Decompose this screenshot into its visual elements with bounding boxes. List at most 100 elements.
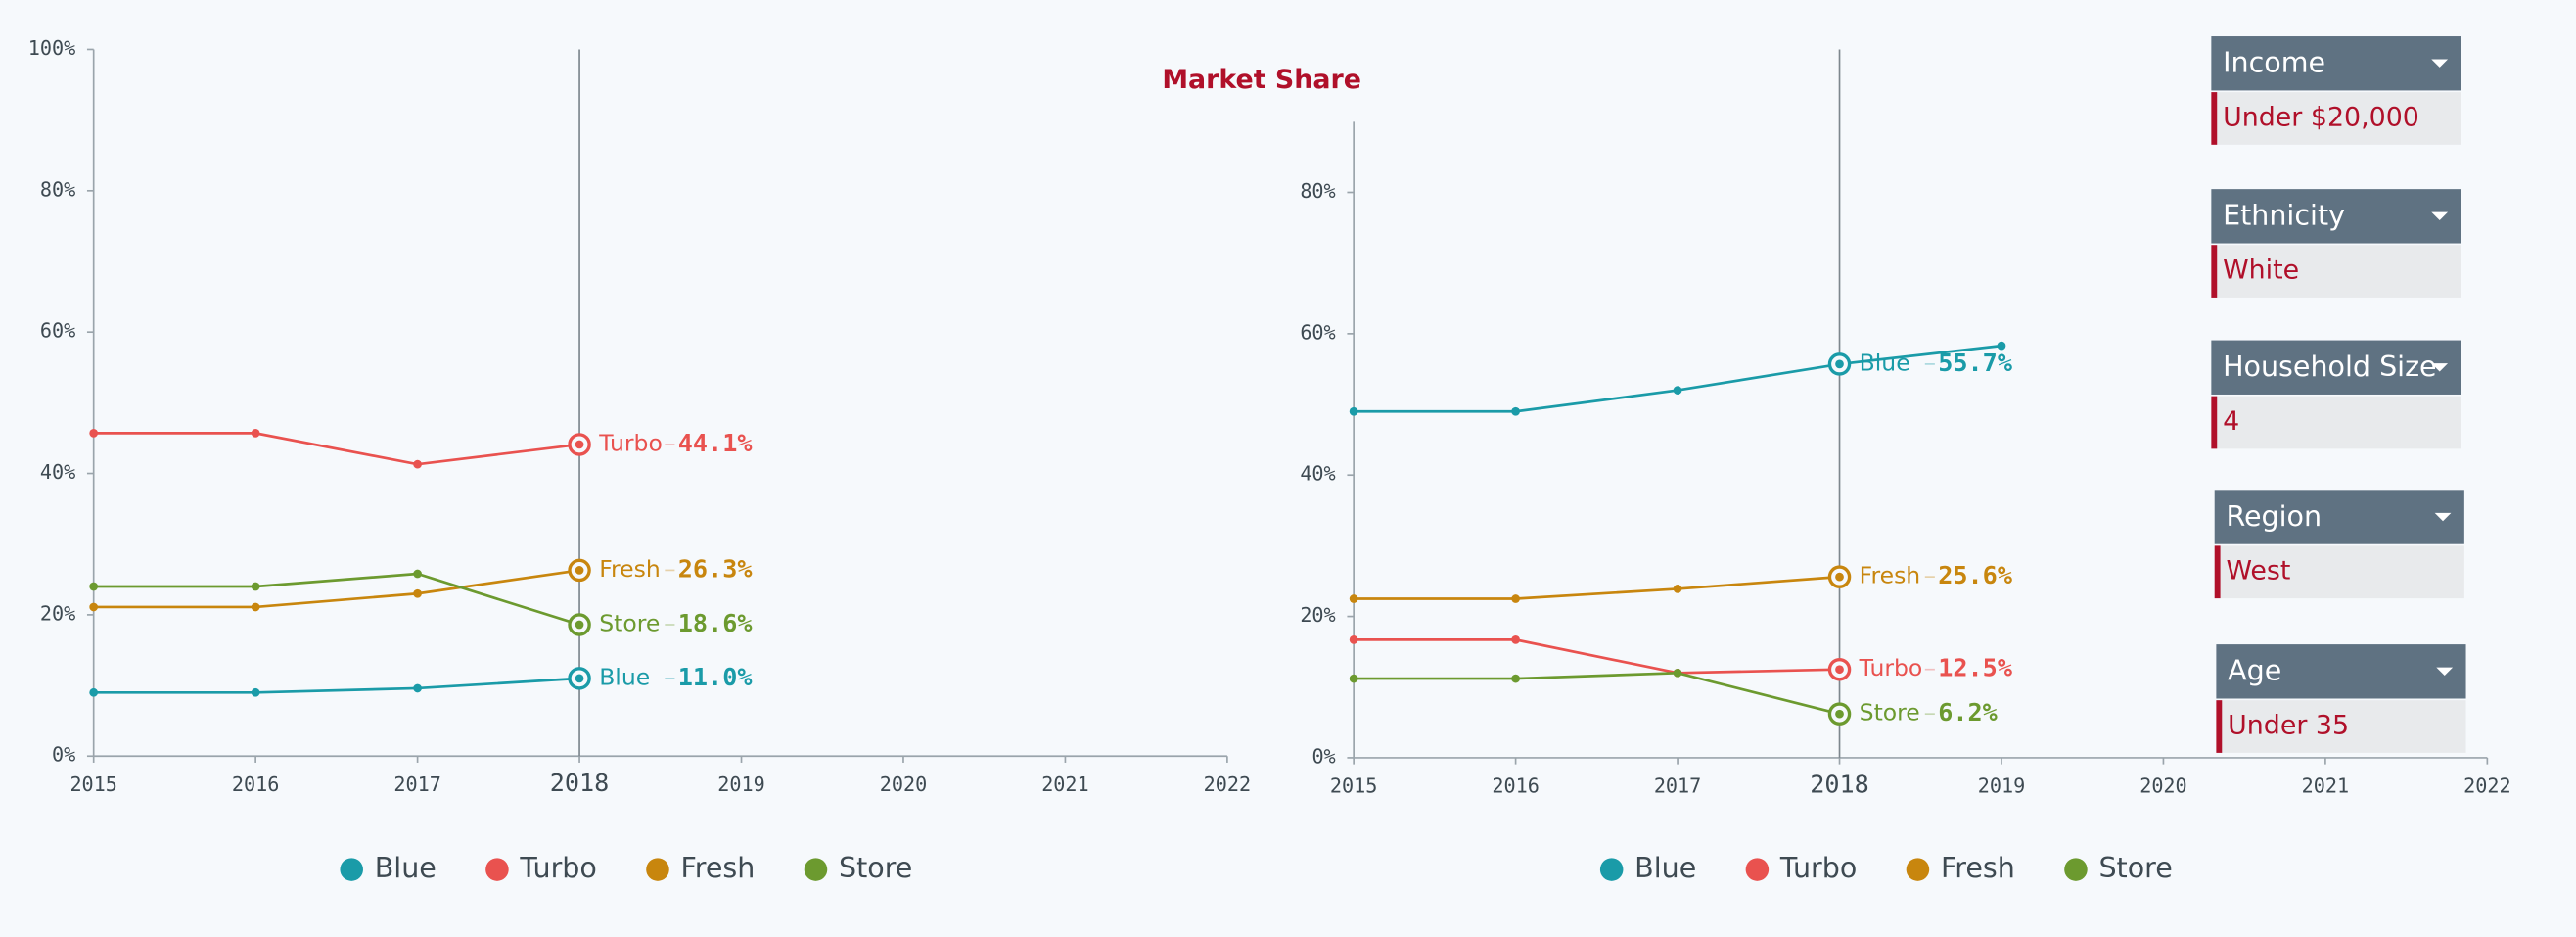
data-point <box>1511 674 1520 683</box>
series-line <box>93 432 580 466</box>
dropdown-value[interactable]: White <box>2223 256 2299 286</box>
data-point <box>1349 594 1358 603</box>
data-point <box>1835 665 1844 675</box>
x-tick-label: 2018 <box>550 769 610 797</box>
data-point <box>1673 386 1682 395</box>
data-point <box>251 582 260 591</box>
x-tick-label: 2019 <box>1978 774 2025 798</box>
data-point <box>1511 594 1520 603</box>
x-tick-label: 2016 <box>232 773 279 796</box>
dropdown-header[interactable] <box>2211 189 2461 244</box>
data-point <box>89 582 99 591</box>
series-name-label: Blue <box>599 663 650 690</box>
series-name-label: Turbo <box>1859 654 1923 681</box>
dropdown-value-box[interactable] <box>2216 700 2466 753</box>
dropdown-label[interactable]: Household Size <box>2223 351 2437 383</box>
dropdown-arrow[interactable] <box>2434 512 2452 522</box>
legend-swatch <box>485 858 509 881</box>
legend-swatch <box>1906 858 1930 881</box>
dropdown-label[interactable]: Income <box>2223 47 2325 79</box>
legend-label: Fresh <box>680 852 755 884</box>
dropdown-header[interactable] <box>2214 490 2464 544</box>
value-label: 44.1% <box>678 429 753 457</box>
legend-swatch <box>1745 858 1770 881</box>
series-name-label: Blue <box>1860 349 1910 376</box>
legend-label: Blue <box>1634 852 1696 884</box>
value-label: 12.5% <box>1938 654 2012 682</box>
data-point <box>1511 406 1520 416</box>
y-tick-label: 100% <box>28 36 75 60</box>
dropdown-accent <box>2211 92 2218 145</box>
legend-swatch <box>646 858 669 881</box>
dropdown-arrow[interactable] <box>2431 363 2449 372</box>
dropdown-value-box[interactable] <box>2211 92 2461 145</box>
data-point <box>251 687 260 697</box>
dropdown-value-box[interactable] <box>2211 245 2461 298</box>
y-tick-label: 20% <box>40 601 75 625</box>
data-point <box>89 687 99 697</box>
dropdown-arrow[interactable] <box>2431 211 2449 221</box>
value-label: 6.2% <box>1938 698 1998 726</box>
y-tick-label: 0% <box>52 743 75 767</box>
dropdown-value[interactable]: Under $20,000 <box>2223 102 2419 132</box>
data-point <box>1349 635 1358 644</box>
value-label: 25.6% <box>1938 561 2012 589</box>
series-line <box>1354 575 1840 600</box>
data-point <box>1835 359 1844 369</box>
dropdown-label[interactable]: Region <box>2226 500 2322 533</box>
dropdown-label[interactable]: Age <box>2228 655 2281 687</box>
x-tick-label: 2015 <box>69 773 116 796</box>
series-name-label: Fresh <box>1860 562 1921 589</box>
series-name-label: Store <box>599 609 660 636</box>
dropdown-header[interactable] <box>2211 36 2461 91</box>
dropdown-header[interactable] <box>2211 340 2461 395</box>
dropdown-value[interactable]: 4 <box>2223 406 2239 437</box>
data-point <box>1835 572 1844 582</box>
legend-label: Store <box>2098 852 2172 884</box>
x-tick-label: 2020 <box>880 773 927 796</box>
dropdown-value[interactable]: Under 35 <box>2228 711 2349 741</box>
legend-swatch <box>1599 858 1624 881</box>
dropdown-accent <box>2214 545 2221 599</box>
dropdown-accent <box>2211 396 2218 449</box>
x-tick-label: 2022 <box>1204 773 1251 796</box>
y-tick-label: 0% <box>1311 744 1335 768</box>
value-label: 11.0% <box>678 663 753 691</box>
x-tick-label: 2021 <box>1041 773 1088 796</box>
title: Market Share <box>1162 65 1361 95</box>
legend-swatch <box>804 858 828 881</box>
series-line <box>1354 671 1840 716</box>
data-point <box>575 440 584 449</box>
legend-swatch <box>2064 858 2088 881</box>
x-tick-label: 2020 <box>2139 774 2186 798</box>
y-tick-label: 60% <box>1300 320 1335 344</box>
data-point <box>575 674 584 683</box>
dropdown-arrow[interactable] <box>2431 59 2449 68</box>
data-point <box>1835 709 1844 719</box>
y-tick-label: 60% <box>40 319 75 343</box>
dropdown-value[interactable]: West <box>2226 556 2290 586</box>
dropdown-accent <box>2211 245 2218 298</box>
data-point <box>1349 406 1358 416</box>
dropdown-value-box[interactable] <box>2214 545 2464 599</box>
legend-swatch <box>340 858 363 881</box>
data-point <box>575 620 584 630</box>
data-point <box>251 602 260 612</box>
data-point <box>1997 341 2006 351</box>
x-tick-label: 2018 <box>1810 770 1869 798</box>
data-point <box>1673 668 1682 678</box>
series-name-label: Store <box>1860 699 1920 726</box>
x-tick-label: 2017 <box>393 773 440 796</box>
series-line <box>1354 638 1840 675</box>
dropdown-header[interactable] <box>2216 644 2466 699</box>
dropdown-label[interactable]: Ethnicity <box>2223 200 2345 232</box>
x-tick-label: 2019 <box>717 773 764 796</box>
data-point <box>413 569 422 579</box>
data-point <box>89 429 99 438</box>
dropdown-arrow[interactable] <box>2436 667 2454 676</box>
dropdown-value-box[interactable] <box>2211 396 2461 449</box>
y-tick-label: 40% <box>1300 462 1335 486</box>
y-tick-label: 80% <box>40 177 75 201</box>
x-tick-label: 2016 <box>1492 774 1539 798</box>
